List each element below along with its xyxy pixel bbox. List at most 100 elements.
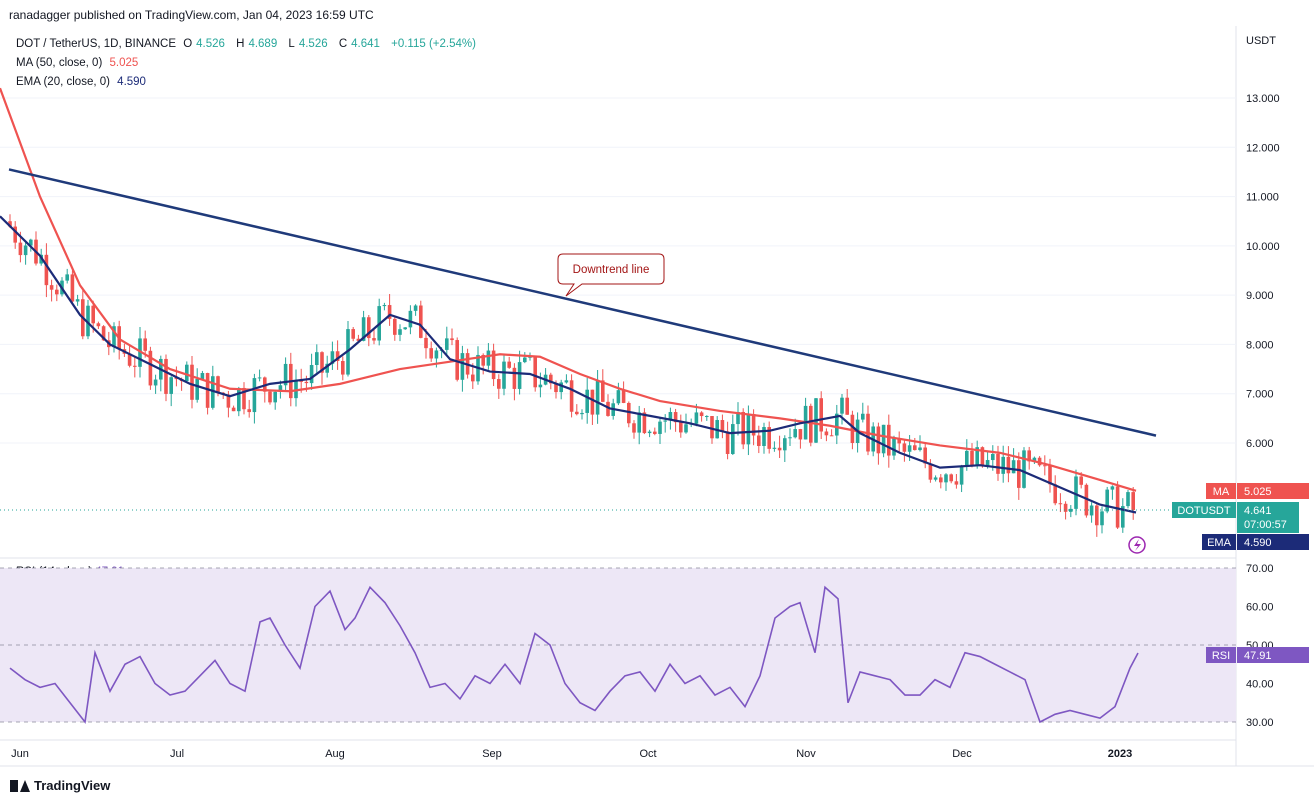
candle-body bbox=[668, 412, 673, 421]
candle-body bbox=[528, 356, 532, 358]
candle-body bbox=[876, 426, 881, 454]
candle-body bbox=[424, 337, 428, 349]
ma-line bbox=[0, 87, 1137, 492]
candle-body bbox=[725, 431, 730, 454]
candle-body bbox=[606, 401, 610, 416]
candle-body bbox=[190, 364, 194, 400]
candle-body bbox=[710, 416, 714, 439]
rsi-tick-label: 60.00 bbox=[1246, 602, 1274, 614]
candle-body bbox=[226, 394, 231, 408]
candle-body bbox=[481, 354, 485, 366]
candle-body bbox=[736, 411, 740, 425]
price-tick-label: 12.000 bbox=[1246, 142, 1280, 154]
price-tick-label: 8.000 bbox=[1246, 339, 1274, 351]
candle-body bbox=[772, 447, 777, 449]
candle-body bbox=[1084, 484, 1089, 516]
rsi-badge[interactable]: RSI 47.91 bbox=[1206, 647, 1309, 663]
candle-body bbox=[153, 379, 158, 386]
rsi-badge-value: 47.91 bbox=[1244, 650, 1272, 662]
symbol-label[interactable]: DOT / TetherUS, 1D, BINANCE bbox=[16, 38, 176, 50]
candle-body bbox=[892, 438, 896, 456]
candle-body bbox=[367, 317, 371, 339]
candle-body bbox=[959, 465, 964, 485]
candle-body bbox=[788, 437, 792, 439]
downtrend-line[interactable] bbox=[8, 168, 1157, 437]
candlestick-series bbox=[8, 214, 1135, 537]
candle-body bbox=[143, 338, 147, 351]
price-tick-label: 6.000 bbox=[1246, 438, 1274, 450]
candle-body bbox=[387, 305, 392, 319]
candle-body bbox=[767, 427, 771, 449]
ma-badge[interactable]: MA 5.025 bbox=[1206, 483, 1309, 499]
time-tick-label: Jun bbox=[11, 748, 29, 760]
candle-body bbox=[757, 435, 761, 447]
rsi-band bbox=[0, 567, 1236, 723]
price-axis-ticks[interactable]: 13.000 12.000 11.000 10.000 9.000 8.000 7.000 6… bbox=[0, 93, 1280, 450]
price-badge[interactable]: DOTUSDT 4.641 07:00:57 bbox=[1172, 502, 1299, 533]
candle-body bbox=[569, 380, 574, 412]
candle-body bbox=[413, 305, 418, 311]
candle-body bbox=[507, 361, 511, 368]
ma-legend-row[interactable]: MA (50, close, 0) 5.025 bbox=[16, 54, 480, 73]
candle-body bbox=[372, 338, 376, 341]
candle-body bbox=[829, 435, 834, 437]
candle-body bbox=[29, 239, 33, 246]
candle-body bbox=[809, 405, 813, 443]
downtrend-annotation[interactable]: Downtrend line bbox=[557, 253, 665, 297]
candle-body bbox=[658, 421, 662, 434]
candle-body bbox=[91, 305, 95, 324]
candle-body bbox=[653, 431, 657, 434]
candle-body bbox=[268, 391, 272, 403]
ema-badge[interactable]: EMA 4.590 bbox=[1202, 534, 1309, 550]
candle-body bbox=[403, 327, 407, 330]
candle-body bbox=[777, 447, 782, 451]
candle-body bbox=[1110, 486, 1115, 490]
candle-body bbox=[580, 412, 584, 415]
candle-body bbox=[8, 221, 12, 227]
candle-body bbox=[637, 412, 641, 433]
ohlc-high: H 4.689 bbox=[236, 38, 278, 50]
candle-body bbox=[1006, 456, 1011, 474]
candle-body bbox=[762, 427, 766, 447]
candle-body bbox=[970, 450, 974, 466]
candle-body bbox=[663, 420, 667, 422]
candle-body bbox=[231, 407, 236, 412]
candle-body bbox=[642, 412, 647, 434]
candle-body bbox=[133, 365, 137, 367]
lightning-alert-icon[interactable] bbox=[1128, 536, 1146, 554]
ema-legend-label: EMA (20, close, 0) bbox=[16, 76, 110, 88]
candle-body bbox=[897, 438, 901, 444]
ema-legend-value: 4.590 bbox=[117, 76, 146, 88]
candle-body bbox=[49, 285, 54, 290]
candle-body bbox=[933, 477, 938, 480]
candle-body bbox=[632, 423, 636, 433]
ma-legend-value: 5.025 bbox=[109, 57, 139, 69]
candle-body bbox=[965, 450, 969, 466]
symbol-row: DOT / TetherUS, 1D, BINANCE O 4.526 H 4.68… bbox=[16, 35, 480, 54]
candle-body bbox=[341, 361, 345, 375]
candle-body bbox=[1058, 503, 1063, 505]
candle-body bbox=[980, 447, 985, 467]
candle-body bbox=[486, 350, 491, 366]
chart-legend: DOT / TetherUS, 1D, BINANCE O 4.526 H 4.68… bbox=[16, 35, 480, 92]
candle-body bbox=[278, 385, 283, 392]
ma-legend-label: MA (50, close, 0) bbox=[16, 57, 103, 69]
candle-body bbox=[819, 398, 823, 432]
price-tick-label: 13.000 bbox=[1246, 93, 1280, 105]
candle-body bbox=[460, 353, 465, 380]
tradingview-logo[interactable]: TradingView bbox=[10, 778, 110, 793]
candle-body bbox=[705, 416, 709, 418]
time-tick-label: Dec bbox=[952, 748, 972, 760]
candle-body bbox=[335, 351, 340, 362]
candle-body bbox=[299, 380, 303, 382]
candle-body bbox=[1069, 508, 1073, 512]
tradingview-brand: TradingView bbox=[34, 778, 111, 793]
time-axis-labels[interactable]: Jun Jul Aug Sep Oct Nov Dec 2023 bbox=[11, 748, 1132, 760]
candle-body bbox=[533, 356, 537, 388]
candle-body bbox=[944, 474, 948, 483]
ema-legend-row[interactable]: EMA (20, close, 0) 4.590 bbox=[16, 73, 480, 92]
candle-body bbox=[1053, 484, 1057, 504]
candle-body bbox=[861, 413, 865, 420]
